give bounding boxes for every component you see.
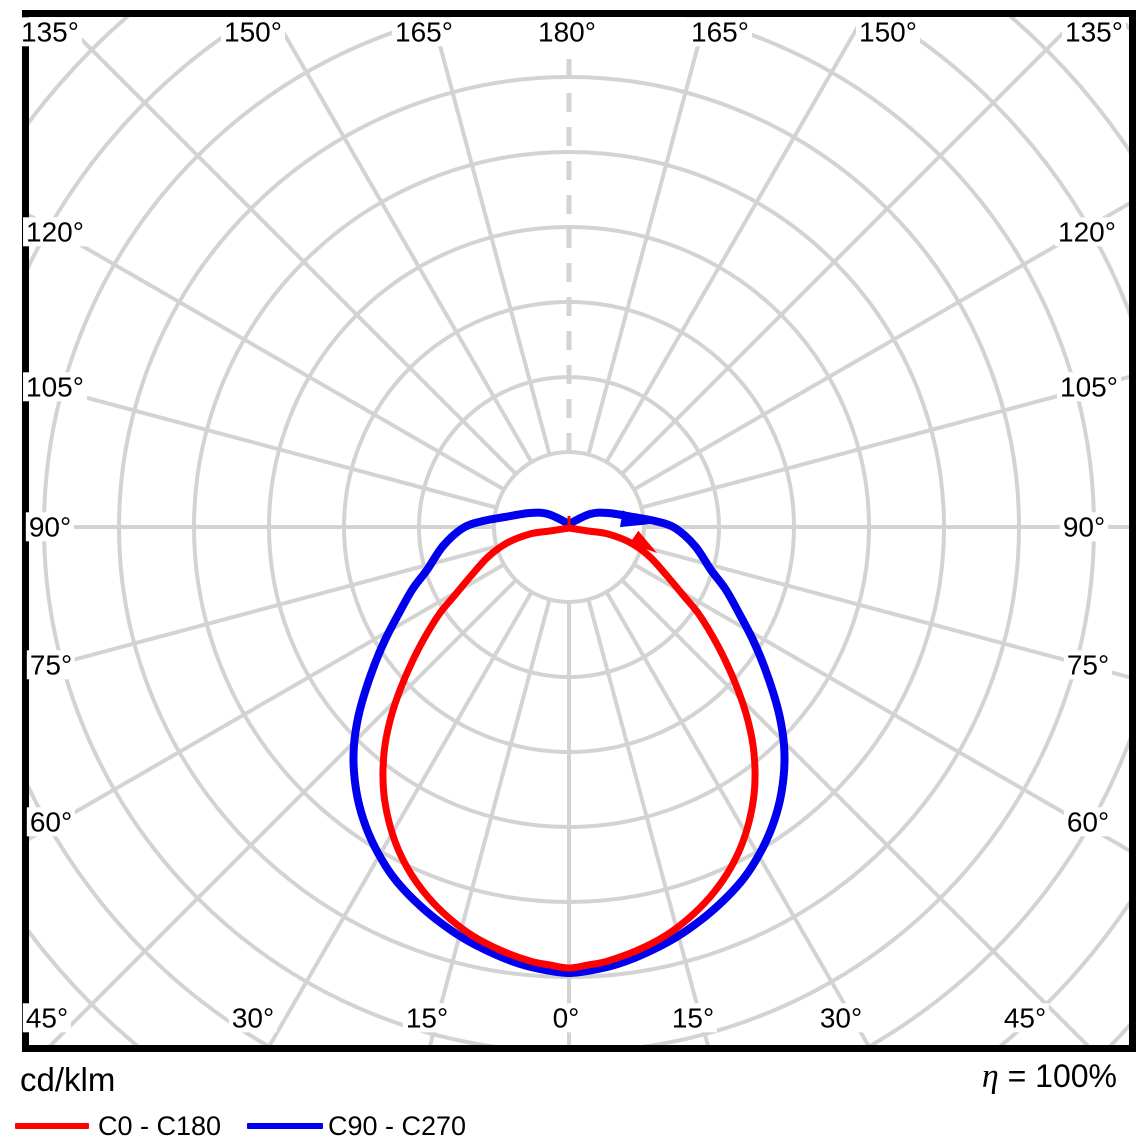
angle-label: 75° (1063, 650, 1113, 680)
curve-c0-c180 (379, 524, 759, 972)
angle-label: 120° (1055, 217, 1119, 247)
angle-label: 90° (1059, 512, 1109, 542)
curve-direction-arrow (619, 510, 651, 528)
angle-label: 105° (1057, 372, 1121, 402)
angle-label: 105° (23, 372, 87, 402)
angle-label: 30° (816, 1003, 866, 1033)
angle-label: 0° (549, 1003, 583, 1033)
angle-label: 15° (402, 1003, 452, 1033)
angle-label: 45° (22, 1003, 72, 1033)
eta-symbol: η (981, 1058, 999, 1095)
angle-label: 150° (221, 17, 285, 47)
angle-label: 15° (668, 1003, 718, 1033)
diagram-frame (22, 10, 1136, 1052)
legend-entry-c90-c270: C90 - C270 (328, 1111, 467, 1141)
angle-label: 45° (1000, 1003, 1050, 1033)
efficiency-label: η = 100% (982, 1058, 1117, 1096)
angle-label: 135° (18, 17, 82, 47)
angle-label: 120° (23, 217, 87, 247)
angle-label: 60° (26, 807, 76, 837)
angle-label: 180° (535, 17, 599, 47)
legend-swatch-c90-c270 (247, 1123, 323, 1129)
angle-label: 75° (26, 650, 76, 680)
angle-label: 165° (688, 17, 752, 47)
angle-label: 60° (1063, 807, 1113, 837)
legend-row: C0 - C180 C90 - C270 (0, 1108, 1143, 1142)
angle-label: 30° (228, 1003, 278, 1033)
angle-label: 150° (856, 17, 920, 47)
legend-entry-c0-c180: C0 - C180 (98, 1111, 222, 1141)
legend-swatch-c0-c180 (15, 1123, 89, 1129)
curve-c90-c270 (349, 508, 789, 977)
angle-label: 90° (25, 512, 75, 542)
curve-direction-arrow (629, 530, 657, 553)
efficiency-value: = 100% (1007, 1058, 1117, 1094)
angle-label: 165° (392, 17, 456, 47)
angle-label: 135° (1062, 17, 1126, 47)
legend-unit-label: cd/klm (20, 1061, 116, 1098)
